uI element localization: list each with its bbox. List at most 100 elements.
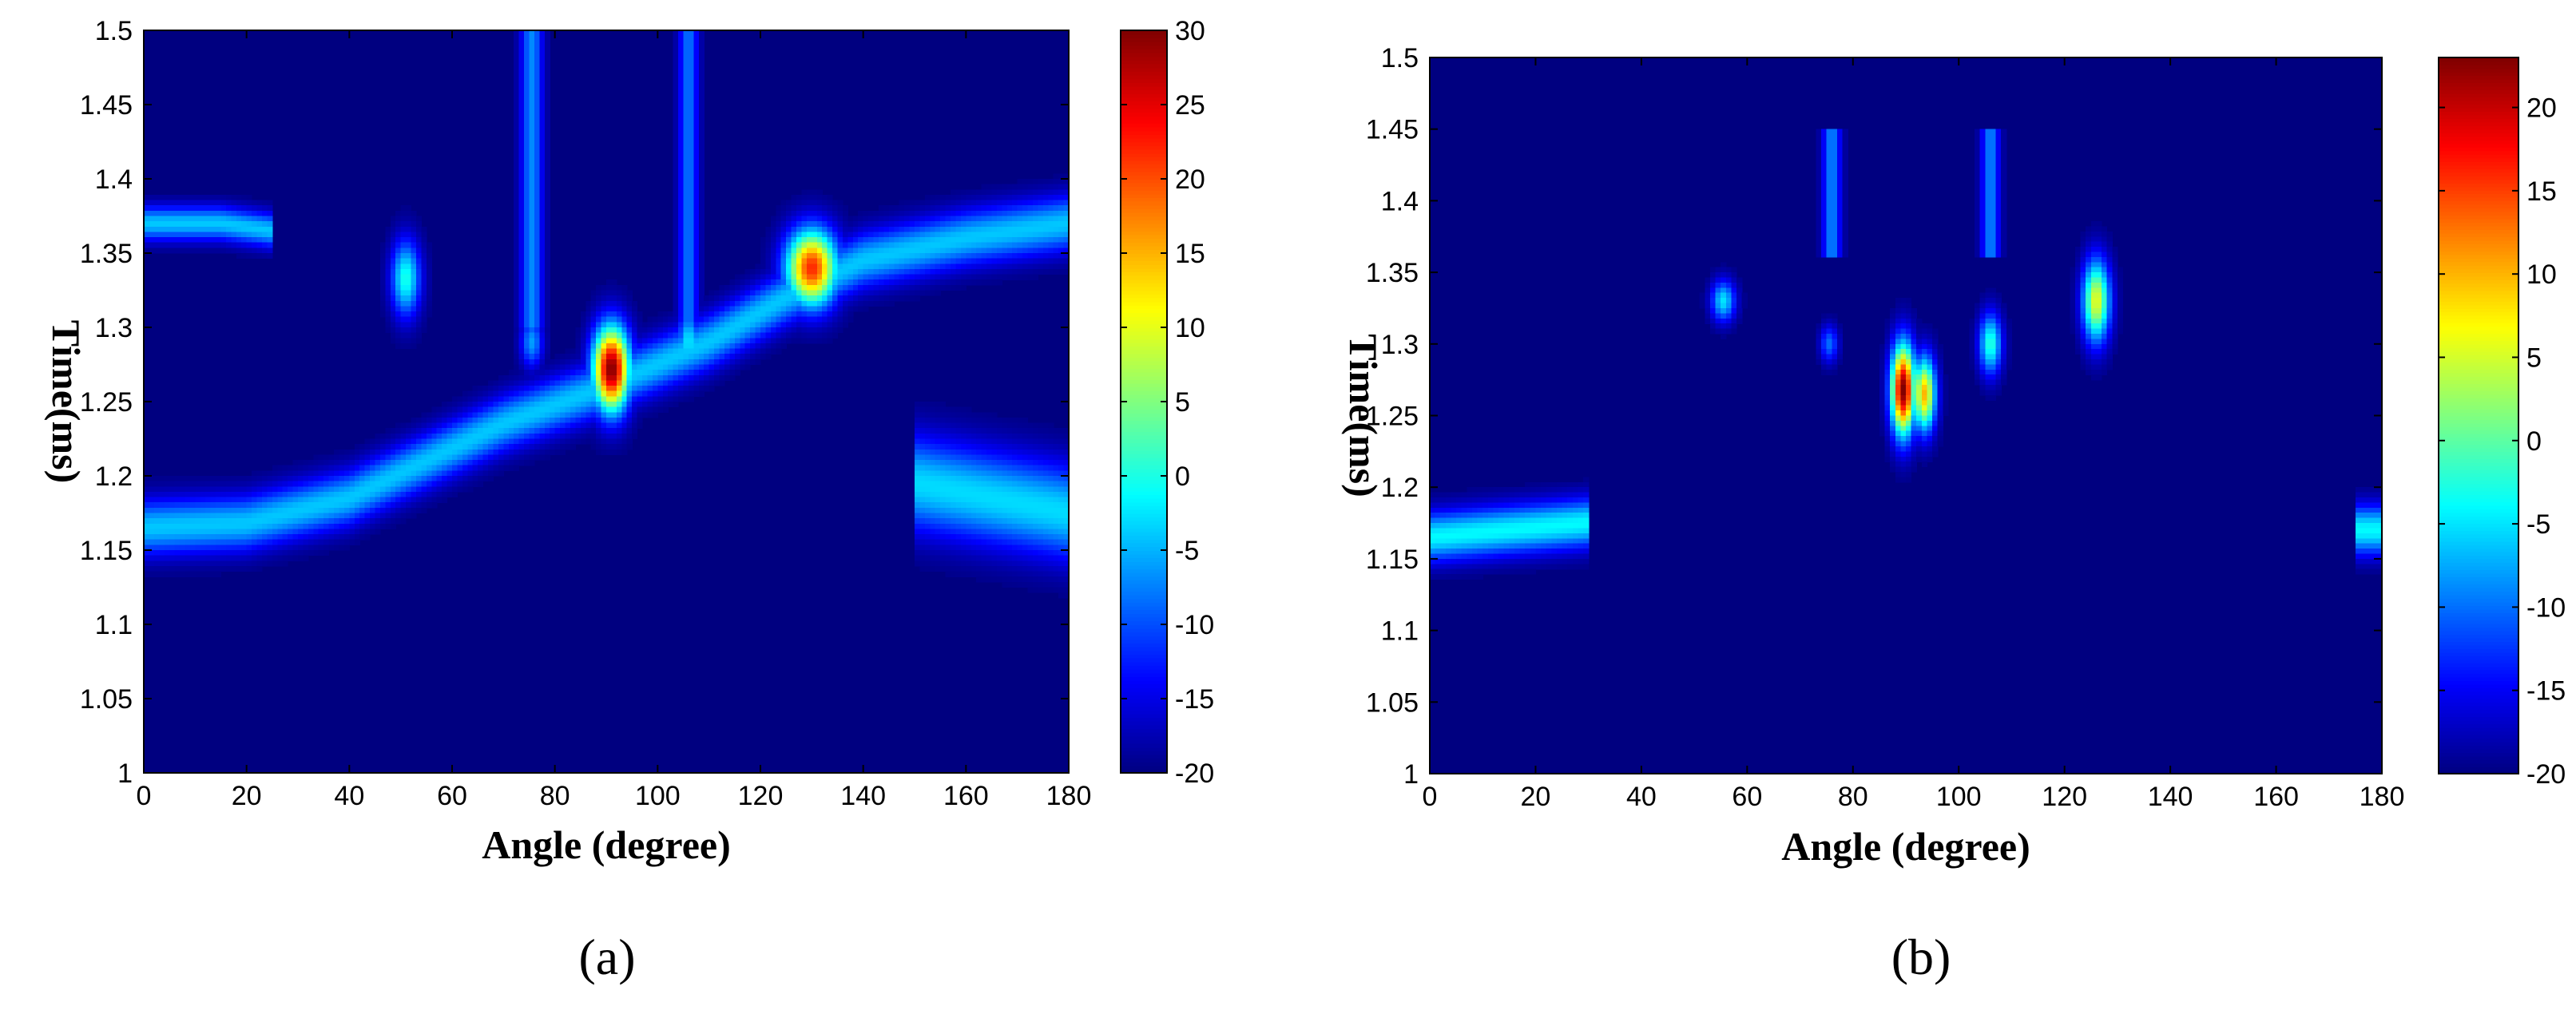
- heatmap-cell: [960, 242, 966, 248]
- heatmap-cell: [544, 438, 550, 445]
- heatmap-cell: [878, 210, 884, 217]
- heatmap-cell: [1002, 184, 1008, 190]
- heatmap-cell: [514, 131, 520, 137]
- heatmap-cell: [467, 476, 474, 482]
- heatmap-cell: [174, 200, 181, 206]
- heatmap-cell: [524, 263, 530, 270]
- heatmap-cell: [837, 268, 843, 275]
- heatmap-cell: [452, 491, 458, 498]
- heatmap-cell: [518, 290, 525, 296]
- heatmap-cell: [411, 481, 417, 487]
- heatmap-cell: [390, 444, 396, 450]
- heatmap-cell: [482, 444, 489, 450]
- heatmap-cell: [919, 237, 926, 244]
- heatmap-cell: [827, 274, 833, 280]
- heatmap-cell: [1012, 189, 1018, 196]
- heatmap-cell: [693, 370, 700, 376]
- heatmap-cell: [1048, 200, 1054, 206]
- heatmap-cell: [370, 444, 376, 450]
- heatmap-cell: [529, 83, 535, 89]
- heatmap-cell: [806, 248, 812, 254]
- heatmap-cell: [611, 348, 617, 354]
- heatmap-cell: [951, 460, 957, 466]
- heatmap-cell: [400, 253, 407, 259]
- heatmap-cell: [719, 300, 725, 307]
- heatmap-cell: [323, 454, 330, 461]
- heatmap-cell: [940, 449, 947, 456]
- heatmap-cell: [421, 444, 427, 450]
- heatmap-cell: [514, 327, 520, 334]
- heatmap-cell: [524, 109, 530, 116]
- heatmap-cell: [734, 316, 740, 323]
- heatmap-cell: [991, 237, 998, 244]
- heatmap-cell: [544, 311, 550, 318]
- heatmap-cell: [688, 99, 694, 105]
- heatmap-cell: [544, 290, 550, 296]
- heatmap-cell: [518, 306, 525, 312]
- heatmap-cell: [534, 242, 540, 248]
- heatmap-cell: [514, 125, 520, 132]
- heatmap-cell: [385, 237, 391, 244]
- heatmap-cell: [626, 406, 633, 413]
- heatmap-cell: [966, 263, 972, 270]
- heatmap-cell: [878, 237, 884, 244]
- heatmap-cell: [292, 502, 299, 509]
- heatmap-cell: [472, 476, 478, 482]
- heatmap-cell: [339, 454, 345, 461]
- heatmap-cell: [149, 476, 155, 482]
- heatmap-cell: [816, 332, 823, 339]
- heatmap-cell: [770, 226, 776, 233]
- heatmap-cell: [216, 502, 222, 509]
- heatmap-cell: [390, 237, 396, 244]
- heatmap-cell: [611, 295, 617, 302]
- heatmap-cell: [776, 268, 782, 275]
- heatmap-cell: [415, 295, 422, 302]
- heatmap-cell: [1032, 248, 1038, 254]
- heatmap-cell: [596, 327, 602, 334]
- heatmap-cell: [1038, 221, 1044, 228]
- heatmap-cell: [606, 428, 613, 434]
- heatmap-cell: [693, 300, 700, 307]
- heatmap-cell: [478, 438, 484, 445]
- heatmap-cell: [657, 343, 664, 350]
- heatmap-cell: [1022, 200, 1029, 206]
- heatmap-cell: [169, 502, 176, 509]
- heatmap-cell: [205, 242, 212, 248]
- heatmap-cell: [189, 242, 196, 248]
- heatmap-cell: [220, 481, 227, 487]
- heatmap-cell: [991, 470, 998, 477]
- heatmap-cell: [678, 73, 685, 79]
- heatmap-cell: [1017, 179, 1023, 185]
- heatmap-cell: [806, 338, 812, 344]
- heatmap-cell: [786, 253, 792, 259]
- heatmap-cell: [390, 481, 396, 487]
- heatmap-cell: [379, 279, 386, 286]
- heatmap-cell: [395, 502, 402, 509]
- heatmap-cell: [415, 237, 422, 244]
- heatmap-cell: [940, 268, 947, 275]
- heatmap-cell: [539, 263, 546, 270]
- heatmap-cell: [698, 290, 705, 296]
- heatmap-cell: [878, 253, 884, 259]
- heatmap-cell: [621, 390, 628, 397]
- heatmap-cell: [524, 152, 530, 159]
- heatmap-cell: [662, 396, 669, 402]
- heatmap-cell: [832, 268, 839, 275]
- heatmap-cell: [1022, 194, 1029, 201]
- heatmap-cell: [596, 428, 602, 434]
- heatmap-cell: [693, 284, 700, 291]
- heatmap-cell: [986, 274, 993, 280]
- heatmap-cell: [457, 438, 463, 445]
- heatmap-cell: [704, 386, 710, 392]
- heatmap-cell: [981, 253, 987, 259]
- heatmap-cell: [601, 433, 607, 440]
- heatmap-cell: [343, 470, 350, 477]
- heatmap-cell: [606, 332, 613, 339]
- heatmap-cell: [415, 263, 422, 270]
- heatmap-cell: [626, 364, 633, 370]
- heatmap-cell: [812, 322, 818, 328]
- heatmap-cell: [626, 390, 633, 397]
- heatmap-cell: [570, 444, 576, 450]
- heatmap-cell: [878, 248, 884, 254]
- heatmap-cell: [930, 216, 936, 222]
